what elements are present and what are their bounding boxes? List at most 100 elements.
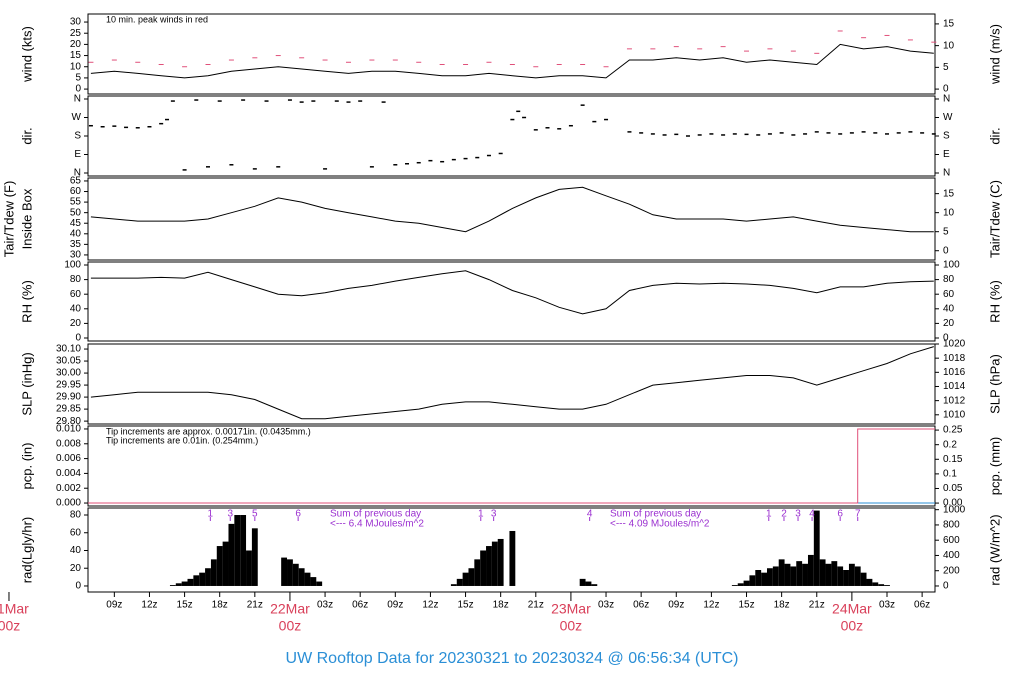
y-tick-label: 0.010: [56, 424, 81, 435]
radiation-bar: [497, 538, 504, 586]
radiation-bar: [807, 554, 814, 586]
marker-label: 3: [491, 509, 497, 520]
y2-axis-label: dir.: [987, 127, 1002, 144]
radiation-bar: [884, 585, 890, 586]
annotation: 10 min. peak winds in red: [106, 14, 208, 24]
radiation-bar: [591, 584, 598, 586]
y-tick-label: S: [74, 131, 81, 142]
radiation-bar: [251, 528, 258, 586]
y2-tick-label: 1016: [943, 367, 966, 378]
marker-label: 3: [227, 509, 233, 520]
y2-tick-label: 0: [943, 333, 949, 344]
x-tick-label: 21z: [247, 600, 263, 611]
y-tick-label: 15: [70, 50, 82, 61]
radiation-bar: [450, 584, 457, 586]
y-tick-label: 29.85: [56, 404, 81, 415]
y-axis-label: Tair/Tdew (F): [1, 181, 16, 258]
radiation-bar: [802, 563, 808, 586]
marker-label: 7: [855, 509, 861, 520]
marker-label: 2: [781, 509, 787, 520]
y2-tick-label: 1010: [943, 409, 966, 420]
y2-tick-label: 400: [943, 550, 960, 561]
radiation-bar: [169, 585, 176, 586]
panel-frame: [87, 425, 936, 507]
y-tick-label: 29.80: [56, 416, 81, 427]
day-tick-label: 22Mar: [270, 601, 310, 617]
y-axis-label: wind (kts): [19, 26, 34, 83]
radiation-bar: [298, 568, 305, 586]
marker-label: 1: [208, 509, 214, 520]
x-tick-label: 09z: [106, 600, 122, 611]
radiation-bar: [193, 575, 200, 586]
y-tick-label: 80: [70, 274, 82, 285]
y2-tick-label: E: [943, 149, 950, 160]
x-tick-label: 09z: [387, 600, 403, 611]
marker-label: 5: [252, 509, 258, 520]
radiation-bar: [222, 541, 229, 586]
radiation-bar: [585, 581, 592, 586]
panel-frame: [87, 261, 936, 342]
y-tick-label: 5: [75, 73, 81, 84]
y-tick-label: 30: [70, 250, 82, 261]
y2-axis-label: Tair/Tdew (C): [987, 180, 1002, 258]
y-tick-label: 0.006: [56, 453, 81, 464]
y2-tick-label: 0.05: [943, 483, 963, 494]
y2-tick-label: 1000: [943, 504, 966, 515]
radiation-bar: [848, 563, 855, 586]
y-tick-label: 30.05: [56, 356, 81, 367]
y2-tick-label: 100: [943, 260, 960, 271]
radiation-bar: [796, 561, 803, 586]
radiation-bar: [456, 578, 463, 586]
radiation-bar: [292, 563, 299, 586]
x-tick-label: 09z: [668, 600, 684, 611]
y2-tick-label: 0.2: [943, 439, 957, 450]
y2-axis-label: wind (m/s): [987, 24, 1002, 85]
radiation-bar: [860, 572, 867, 586]
day-tick-label: 23Mar: [551, 601, 591, 617]
series-line: [90, 270, 934, 315]
radiation-bar: [175, 583, 182, 586]
radiation-bar: [579, 578, 586, 586]
y2-axis-label: pcp. (mm): [987, 437, 1002, 496]
y-axis-label: Inside Box: [19, 188, 34, 249]
y-tick-label: 0: [75, 581, 81, 592]
x-tick-label: 06z: [914, 600, 930, 611]
y-tick-label: 30.10: [56, 344, 81, 355]
y2-tick-label: 60: [943, 289, 955, 300]
y-tick-label: 80: [70, 510, 82, 521]
x-tick-label: 12z: [703, 600, 719, 611]
radiation-bar: [772, 566, 779, 586]
y2-tick-label: 5: [943, 226, 949, 237]
y2-tick-label: 800: [943, 520, 960, 531]
y-tick-label: 0: [75, 84, 81, 95]
radiation-bar: [831, 561, 838, 586]
y2-tick-label: 0.15: [943, 454, 963, 465]
day-tick-hour: 00z: [0, 618, 20, 634]
y-tick-label: 65: [70, 176, 82, 187]
y-tick-label: 20: [70, 563, 82, 574]
day-sum-note: Sum of previous day: [610, 509, 701, 520]
y2-tick-label: 0: [943, 581, 949, 592]
y-tick-label: 30.00: [56, 368, 81, 379]
y-tick-label: 30: [70, 17, 82, 28]
y-tick-label: 40: [70, 303, 82, 314]
y2-tick-label: 10: [943, 40, 955, 51]
radiation-bar: [187, 578, 194, 586]
y2-axis-label: SLP (hPa): [987, 354, 1002, 414]
y2-axis-label: rad (W/m^2): [987, 514, 1002, 585]
radiation-bar: [205, 568, 211, 586]
marker-label: 1: [766, 509, 772, 520]
y2-tick-label: 600: [943, 535, 960, 546]
y2-tick-label: 0: [943, 84, 949, 95]
radiation-bar: [474, 559, 481, 586]
marker-label: 6: [837, 509, 843, 520]
radiation-bar: [181, 581, 188, 586]
y2-tick-label: 5: [943, 62, 949, 73]
y-tick-label: E: [74, 149, 81, 160]
radiation-bar: [216, 546, 223, 586]
radiation-bar: [813, 510, 820, 586]
y-tick-label: 0.000: [56, 498, 81, 509]
y-tick-label: W: [72, 112, 82, 123]
x-tick-label: 15z: [738, 600, 754, 611]
